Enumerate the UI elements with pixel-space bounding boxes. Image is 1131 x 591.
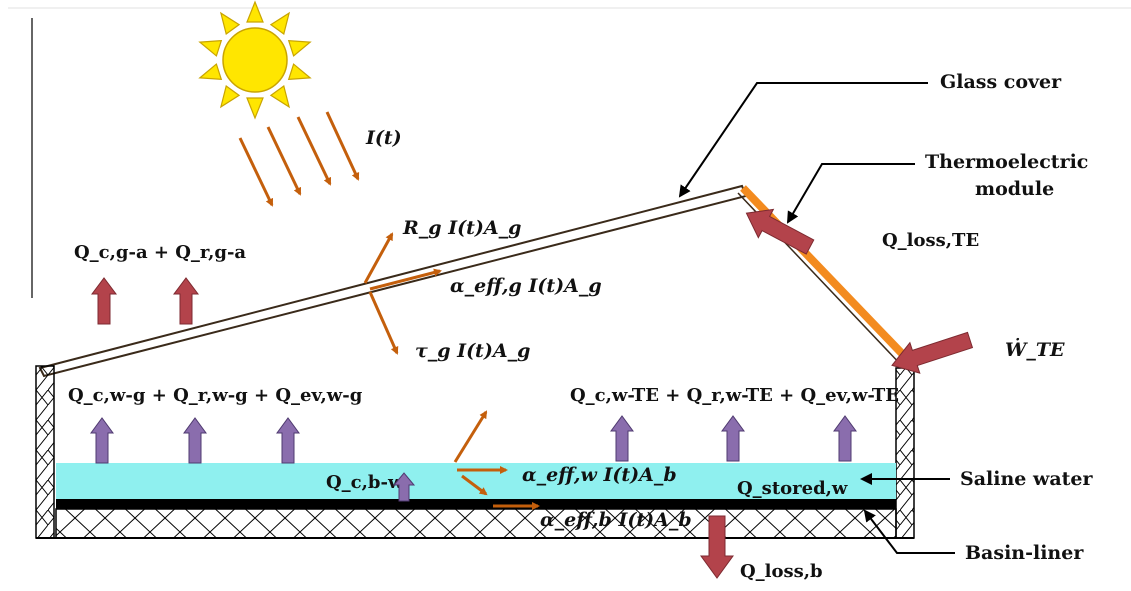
te-work-term: Ẇ_TE (1005, 338, 1065, 361)
te-loss-term: Q_loss,TE (882, 230, 979, 251)
sun-ray-icon (219, 11, 241, 36)
sun-ray-icon (198, 63, 223, 81)
loss-arrow-up-2 (173, 277, 199, 325)
te-module-label-line2: module (975, 178, 1054, 200)
irradiance-label: I(t) (365, 127, 402, 149)
te-module-label-line1: Thermoelectric (925, 151, 1088, 173)
glass-to-ambient-term: Q_c,g-a + Q_r,g-a (74, 242, 246, 263)
water-to-glass-term: Q_c,w-g + Q_r,w-g + Q_ev,w-g (68, 385, 363, 406)
internal-arrow-6 (833, 415, 857, 462)
solar-ray-arrows (238, 111, 360, 207)
te-module-pointer (786, 163, 915, 224)
water-ray-arrows (453, 410, 540, 510)
basin-liner (56, 499, 896, 509)
sun-ray-icon (269, 84, 291, 109)
glass-cover-pointer (678, 82, 928, 198)
te-loss-arrow (745, 208, 815, 255)
internal-arrows (90, 415, 857, 502)
transmitted-term: τ_g I(t)A_g (415, 340, 530, 362)
sun-ray-icon (287, 63, 312, 81)
sun-ray-icon (287, 39, 312, 57)
saline-water-label: Saline water (960, 468, 1094, 490)
internal-arrow-3 (276, 417, 300, 464)
reflected-term: R_g I(t)A_g (402, 217, 521, 239)
water-to-te-term: Q_c,w-TE + Q_r,w-TE + Q_ev,w-TE (570, 385, 899, 406)
sun-ray-icon (246, 97, 264, 120)
absorbed-glass-term: α_eff,g I(t)A_g (450, 275, 602, 297)
basin-liner-label: Basin-liner (965, 542, 1084, 564)
absorbed-water-term: α_eff,w I(t)A_b (522, 464, 677, 486)
internal-arrow-1 (90, 417, 114, 464)
conv-basin-water-term: Q_c,b-w (326, 472, 404, 493)
internal-arrow-2 (183, 417, 207, 464)
bottom-insulation (55, 508, 897, 539)
sun-icon (198, 0, 312, 120)
basin-liner-pointer (863, 509, 955, 554)
glass-cover-label: Glass cover (940, 71, 1062, 93)
sun-ray-icon (219, 84, 241, 109)
absorbed-basin-term: α_eff,b I(t)A_b (540, 509, 692, 531)
internal-arrow-7 (392, 472, 416, 502)
loss-arrows (91, 208, 974, 579)
basin-loss-arrow (700, 515, 734, 579)
stored-water-term: Q_stored,w (737, 478, 848, 499)
internal-arrow-4 (610, 415, 634, 462)
basin-loss-term: Q_loss,b (740, 561, 823, 582)
loss-arrow-up-1 (91, 277, 117, 325)
internal-arrow-5 (721, 415, 745, 462)
te-work-arrow (891, 331, 974, 374)
sun-ray-icon (198, 39, 223, 57)
sun-ray-icon (246, 0, 264, 23)
glass-ray-arrows (363, 232, 442, 355)
sun-ray-icon (269, 11, 291, 36)
left-wall (35, 365, 55, 539)
